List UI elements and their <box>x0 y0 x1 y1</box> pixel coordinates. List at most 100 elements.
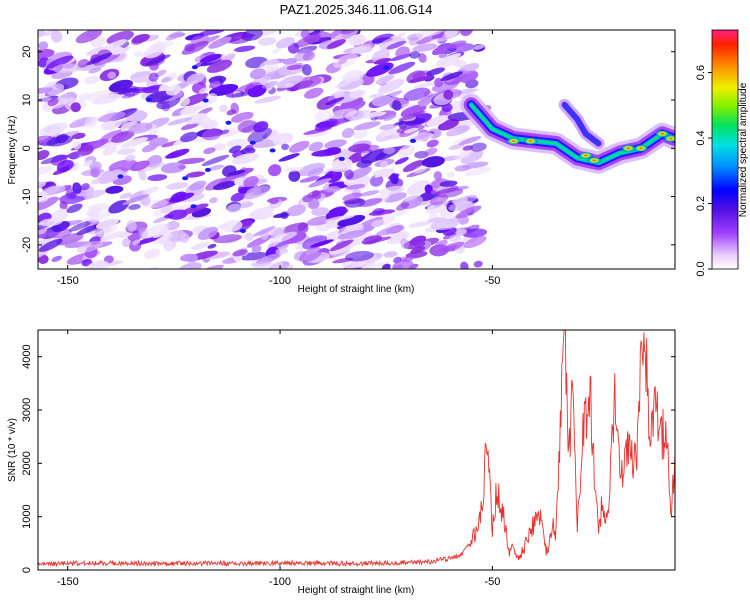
heatmap-cell <box>349 89 366 99</box>
heatmap-cell <box>365 236 392 244</box>
snr-xlabel: Height of straight line (km) <box>298 585 415 596</box>
colorbar: 0.0 0.2 0.4 0.6 Normalized spectral amplitu… <box>695 29 749 277</box>
heatmap-cell <box>324 231 337 238</box>
heatmap-cell <box>431 46 447 56</box>
heatmap-cell <box>325 215 355 222</box>
heatmap-cell <box>359 111 387 119</box>
heatmap-cell <box>269 231 298 244</box>
heatmap-cell <box>375 74 395 85</box>
heatmap-hotspot <box>620 144 637 153</box>
heatmap-cell <box>95 218 119 229</box>
heatmap-xlabel: Height of straight line (km) <box>298 284 415 295</box>
heatmap-cell <box>288 170 301 182</box>
heatmap-cell <box>306 131 329 138</box>
snr-line-group <box>38 330 675 568</box>
heatmap-cell <box>283 167 304 172</box>
heatmap-y-ticks: -20 -10 0 10 20 <box>21 46 675 253</box>
snr-x-ticks: -150 -100 -50 <box>57 330 500 588</box>
heatmap-cell <box>249 68 266 80</box>
heatmap-cell <box>240 229 246 233</box>
heatmap-cell <box>386 40 407 50</box>
heatmap-cell <box>348 34 366 46</box>
heatmap-cell <box>473 260 483 268</box>
heatmap-cell <box>345 184 366 190</box>
snr-y-tick-label: 2000 <box>21 451 33 475</box>
heatmap-cell <box>39 122 68 137</box>
heatmap-cell <box>116 148 136 155</box>
heatmap-cell <box>383 147 396 155</box>
heatmap-cell <box>66 203 83 213</box>
heatmap-cells <box>38 30 492 269</box>
heatmap-cell <box>455 205 482 219</box>
heatmap-cell <box>141 223 169 239</box>
heatmap-cell <box>311 207 330 216</box>
heatmap-cell <box>314 118 338 131</box>
heatmap-cell <box>220 220 243 233</box>
heatmap-cell <box>395 46 411 59</box>
heatmap-cell <box>253 121 269 133</box>
heatmap-cell <box>297 222 309 234</box>
heatmap-cell <box>243 185 270 200</box>
heatmap-cell <box>231 153 259 165</box>
heatmap-cell <box>308 199 320 210</box>
heatmap-cell <box>379 124 397 131</box>
heatmap-cell <box>383 65 390 70</box>
heatmap-cell <box>70 102 81 113</box>
heatmap-cell <box>131 33 150 44</box>
heatmap-cell <box>207 243 217 249</box>
heatmap-cell <box>182 176 189 181</box>
heatmap-cell <box>249 140 256 145</box>
heatmap-cell <box>130 160 150 172</box>
heatmap-cell <box>325 185 340 193</box>
heatmap-cell <box>360 148 389 164</box>
heatmap-cell <box>184 113 208 125</box>
heatmap-cell <box>189 180 207 191</box>
heatmap-cell <box>463 235 487 249</box>
heatmap-cell <box>324 139 347 149</box>
heatmap-cell <box>51 255 62 262</box>
heatmap-cell <box>400 104 427 118</box>
heatmap-cell <box>143 248 161 259</box>
heatmap-cell <box>80 183 90 191</box>
heatmap-cell <box>364 261 390 269</box>
heatmap-cell <box>254 95 282 104</box>
heatmap-cell <box>426 115 449 127</box>
heatmap-cell <box>38 181 46 189</box>
heatmap-cell <box>275 37 295 49</box>
heatmap-cell <box>302 194 314 203</box>
heatmap-cell <box>410 246 426 254</box>
snr-y-tick-label: 4000 <box>21 344 33 368</box>
heatmap-cell <box>418 53 427 63</box>
heatmap-cell <box>209 80 221 89</box>
heatmap-cell <box>308 141 324 152</box>
heatmap-hotspot <box>522 137 539 146</box>
heatmap-cell <box>328 108 358 120</box>
heatmap-cell <box>208 36 232 49</box>
heatmap-cell <box>133 51 143 57</box>
heatmap-cell <box>88 210 114 223</box>
colorbar-tick-label: 0.0 <box>695 261 707 276</box>
heatmap-cell <box>276 75 304 89</box>
heatmap-cell <box>353 121 381 131</box>
heatmap-cell <box>226 138 249 148</box>
heatmap-cell <box>165 85 182 96</box>
heatmap-cell <box>329 164 353 172</box>
heatmap-cell <box>90 166 102 178</box>
heatmap-cell <box>416 31 445 45</box>
heatmap-ylabel: Frequency (Hz) <box>7 116 18 185</box>
heatmap-cell <box>269 148 276 153</box>
snr-ylabel: SNR (10 * v/v) <box>7 418 18 482</box>
heatmap-cell <box>93 53 121 66</box>
heatmap-cell <box>286 80 314 92</box>
snr-series-line <box>38 330 675 568</box>
heatmap-cell <box>180 97 191 106</box>
heatmap-cell <box>167 230 187 243</box>
heatmap-cell <box>401 103 415 108</box>
heatmap-cell <box>250 261 272 267</box>
heatmap-cell <box>460 150 484 165</box>
heatmap-cell <box>132 239 141 246</box>
heatmap-cell <box>404 193 418 202</box>
heatmap-cell <box>122 238 131 248</box>
heatmap-cell <box>86 52 113 66</box>
heatmap-cell <box>148 137 169 147</box>
